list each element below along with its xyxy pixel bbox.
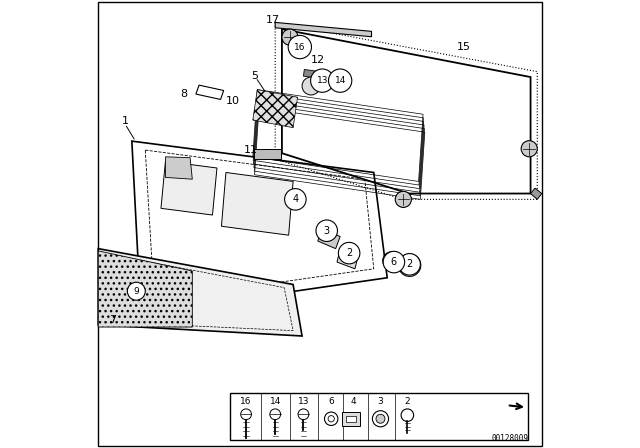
Circle shape [127,282,145,300]
Circle shape [302,77,320,95]
Text: 13: 13 [298,397,309,406]
Text: 9: 9 [134,287,139,296]
Circle shape [376,414,385,423]
Text: 2: 2 [346,248,352,258]
Circle shape [401,409,413,422]
Text: 15: 15 [456,42,470,52]
Circle shape [288,35,312,59]
Polygon shape [303,69,320,78]
Text: 3: 3 [378,397,383,406]
Circle shape [298,409,309,420]
Circle shape [282,29,298,45]
Polygon shape [531,188,541,199]
Circle shape [399,254,420,275]
Circle shape [310,69,334,92]
Circle shape [328,69,352,92]
Polygon shape [99,251,192,327]
Bar [346,416,356,422]
Text: 5: 5 [252,71,259,81]
Polygon shape [161,161,217,215]
Circle shape [328,416,334,422]
Circle shape [316,220,337,241]
Polygon shape [136,287,152,296]
Text: 13: 13 [317,76,328,85]
Polygon shape [317,228,340,249]
Text: 2: 2 [404,397,410,406]
Circle shape [270,409,280,420]
Bar [230,393,529,440]
Polygon shape [99,249,302,336]
Polygon shape [253,90,298,128]
Text: 7: 7 [109,315,116,325]
Text: 10: 10 [226,96,239,106]
Text: 4: 4 [292,194,298,204]
Text: 17: 17 [266,15,280,25]
Circle shape [339,242,360,264]
Text: 16: 16 [294,43,305,52]
Text: 4: 4 [351,397,356,406]
Text: 12: 12 [310,56,325,65]
Polygon shape [275,22,371,37]
Text: 6: 6 [328,397,334,406]
Polygon shape [221,172,293,235]
Circle shape [398,254,421,276]
FancyBboxPatch shape [254,149,280,159]
Circle shape [285,189,306,210]
Circle shape [372,411,388,427]
Circle shape [383,251,404,273]
Text: 8: 8 [180,89,187,99]
Text: 6: 6 [391,257,397,267]
Text: 11: 11 [244,145,257,155]
Polygon shape [258,98,269,107]
Circle shape [324,412,338,426]
Polygon shape [337,249,358,269]
Text: 3: 3 [324,226,330,236]
Circle shape [396,191,412,207]
Circle shape [241,409,252,420]
Text: 16: 16 [241,397,252,406]
Polygon shape [165,157,192,179]
Circle shape [383,252,401,270]
Text: 14: 14 [335,76,346,85]
FancyBboxPatch shape [342,413,360,426]
Text: 14: 14 [269,397,281,406]
Text: 1: 1 [122,116,129,126]
Text: 00128009: 00128009 [492,434,529,443]
Circle shape [521,141,538,157]
Text: 2: 2 [406,259,413,269]
